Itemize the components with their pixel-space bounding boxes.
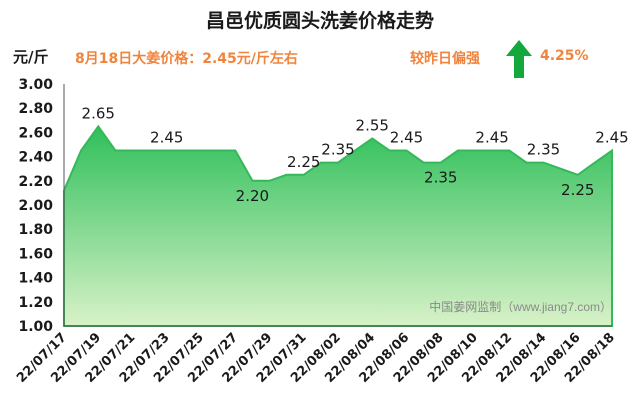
y-tick-label: 1.00	[18, 319, 53, 335]
data-label: 2.25	[561, 181, 594, 199]
y-tick-label: 1.20	[18, 295, 53, 311]
y-tick-label: 2.60	[18, 125, 53, 141]
compare-text: 较昨日偏强	[410, 51, 480, 67]
data-label: 2.45	[475, 129, 508, 147]
data-label: 2.35	[424, 169, 457, 187]
y-tick-label: 1.80	[18, 222, 53, 238]
watermark: 中国姜网监制（www.jiang7.com）	[429, 299, 612, 314]
data-label: 2.65	[82, 104, 115, 122]
data-label: 2.45	[150, 129, 183, 147]
y-tick-label: 2.40	[18, 150, 53, 166]
data-label: 2.35	[321, 141, 354, 159]
data-label: 2.20	[236, 187, 269, 205]
chart-title: 昌邑优质圆头洗姜价格走势	[205, 10, 434, 32]
y-tick-label: 1.60	[18, 246, 53, 262]
data-label: 2.45	[595, 129, 628, 147]
price-summary: 8月18日大姜价格：2.45元/斤左右	[75, 51, 298, 67]
y-axis-unit-label: 元/斤	[13, 48, 49, 66]
data-label: 2.25	[287, 153, 320, 171]
change-percent: 4.25%	[540, 48, 589, 64]
up-arrow-icon	[506, 40, 532, 78]
data-label: 2.45	[390, 129, 423, 147]
y-tick-label: 2.80	[18, 101, 53, 117]
y-tick-label: 2.20	[18, 174, 53, 190]
y-tick-label: 2.00	[18, 198, 53, 214]
data-label: 2.55	[356, 116, 389, 134]
series-area	[63, 124, 613, 327]
y-tick-label: 1.40	[18, 271, 53, 287]
data-label: 2.35	[527, 141, 560, 159]
y-tick-label: 3.00	[18, 77, 53, 93]
